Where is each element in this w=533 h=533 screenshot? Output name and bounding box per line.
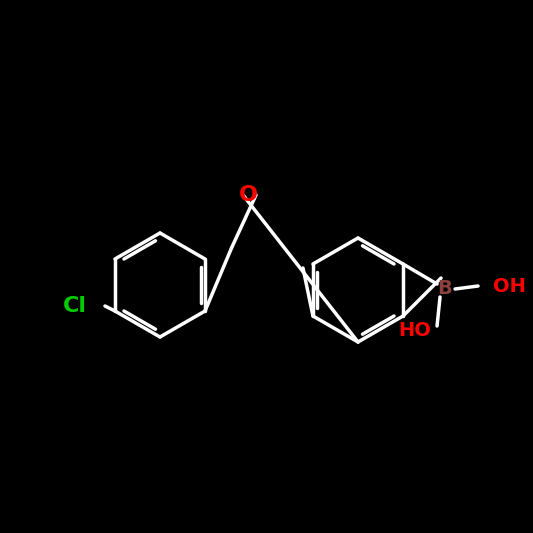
Text: HO: HO xyxy=(399,321,432,341)
Text: B: B xyxy=(438,279,453,298)
Text: OH: OH xyxy=(493,277,526,295)
Text: O: O xyxy=(238,185,257,205)
Text: Cl: Cl xyxy=(63,296,87,316)
